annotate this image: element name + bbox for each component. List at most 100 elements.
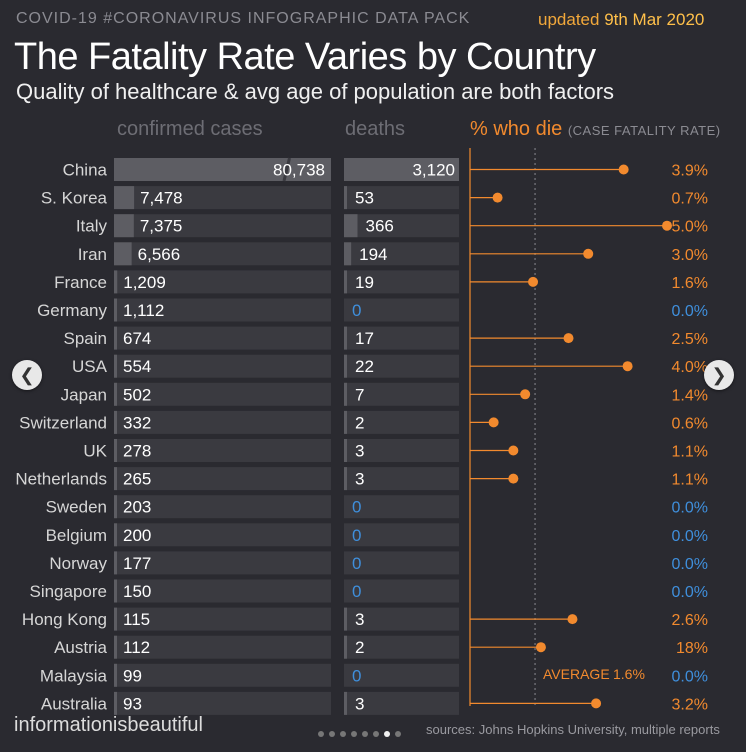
rate-value-spain: 2.5% (672, 331, 708, 348)
rate-value-china: 3.9% (672, 163, 708, 180)
rate-value-switzerland: 0.6% (672, 415, 708, 432)
cases-track (114, 607, 331, 631)
carousel-dot[interactable] (340, 731, 346, 737)
rate-dot-s-korea (492, 192, 503, 203)
rate-dot-italy (662, 220, 672, 231)
country-label-iran: Iran (78, 245, 107, 264)
country-label-france: France (54, 273, 107, 292)
rate-dot-austria (535, 642, 546, 653)
deaths-track (344, 186, 459, 210)
country-label-germany: Germany (37, 301, 107, 320)
next-slide-button[interactable]: ❯ (704, 360, 734, 390)
country-label-australia: Australia (41, 694, 108, 713)
deaths-bar-france (344, 270, 347, 294)
cases-track (114, 270, 331, 294)
deaths-value-spain: 17 (355, 329, 374, 348)
deaths-bar-hong-kong (344, 607, 347, 631)
deaths-value-switzerland: 2 (355, 413, 364, 432)
cases-value-norway: 177 (123, 554, 151, 573)
rate-value-iran: 3.0% (672, 247, 708, 264)
updated-prefix: updated (538, 10, 600, 29)
cases-bar-sweden (114, 495, 117, 519)
cases-track (114, 439, 331, 462)
brand-logo-text: informationisbeautiful (14, 714, 203, 736)
rate-dot-france (528, 276, 539, 287)
deaths-value-norway: 0 (352, 554, 361, 573)
deaths-track (344, 354, 459, 378)
deaths-track (344, 242, 459, 266)
rate-dot-usa (622, 361, 633, 372)
average-label: AVERAGE (543, 666, 610, 682)
pack-label: COVID-19 #CORONAVIRUS INFOGRAPHIC DATA P… (16, 10, 471, 27)
carousel-dot[interactable] (362, 731, 368, 737)
country-label-china: China (63, 161, 108, 180)
cases-value-sweden: 203 (123, 498, 151, 517)
cases-bar-netherlands (114, 467, 117, 491)
cases-value-uk: 278 (123, 442, 151, 461)
cases-bar-australia (114, 691, 117, 715)
rate-header-main: % who die (470, 118, 563, 140)
cases-track (114, 523, 331, 547)
rate-value-france: 1.6% (672, 275, 708, 292)
cases-track (114, 635, 331, 659)
rate-value-italy: 5.0% (672, 219, 708, 236)
country-label-spain: Spain (64, 329, 107, 348)
rate-value-norway: 0.0% (672, 556, 708, 573)
cases-value-singapore: 150 (123, 582, 151, 601)
rate-value-s-korea: 0.7% (672, 191, 708, 208)
carousel-dot[interactable] (373, 731, 379, 737)
chevron-right-icon: ❯ (711, 365, 727, 385)
previous-slide-button[interactable]: ❮ (12, 360, 42, 390)
cases-track (114, 579, 331, 603)
updated-label: updated 9th Mar 2020 (538, 10, 704, 30)
country-label-usa: USA (72, 357, 108, 376)
carousel-dot[interactable] (384, 731, 390, 737)
rate-dot-japan (520, 389, 531, 400)
cases-value-malaysia: 99 (123, 666, 142, 685)
deaths-value-austria: 2 (355, 638, 364, 657)
cases-value-australia: 93 (123, 694, 142, 713)
deaths-bar-switzerland (344, 410, 347, 434)
carousel-dot[interactable] (318, 731, 324, 737)
cases-track (114, 663, 331, 687)
cases-value-hong-kong: 115 (123, 610, 150, 629)
deaths-track (344, 410, 459, 434)
cases-value-austria: 112 (123, 638, 150, 657)
cases-track (114, 551, 331, 575)
deaths-value-japan: 7 (355, 385, 364, 404)
deaths-track (344, 439, 459, 462)
deaths-track (344, 214, 459, 238)
rate-dot-uk (508, 445, 519, 456)
rate-value-usa: 4.0% (672, 359, 708, 376)
cases-bar-norway (114, 551, 117, 575)
rate-value-austria: 18% (676, 640, 708, 657)
cases-track (114, 242, 331, 266)
carousel-dots (318, 724, 406, 742)
cases-value-france: 1,209 (123, 273, 166, 292)
rate-value-singapore: 0.0% (672, 584, 708, 601)
deaths-track (344, 382, 459, 406)
chevron-left-icon: ❮ (19, 365, 35, 385)
deaths-track (344, 579, 459, 603)
rate-header-note: (CASE FATALITY RATE) (567, 123, 721, 138)
carousel-dot[interactable] (395, 731, 401, 737)
carousel-dot[interactable] (351, 731, 357, 737)
country-label-belgium: Belgium (46, 526, 107, 545)
deaths-value-sweden: 0 (352, 498, 361, 517)
cases-track (114, 410, 331, 434)
country-label-norway: Norway (49, 554, 107, 573)
country-label-italy: Italy (76, 217, 108, 236)
page-subtitle: Quality of healthcare & avg age of popul… (16, 79, 615, 104)
deaths-bar-italy (344, 214, 358, 238)
carousel-dot[interactable] (329, 731, 335, 737)
cases-bar-iran (114, 242, 132, 266)
axis-break-mark (282, 157, 291, 182)
country-label-japan: Japan (61, 385, 107, 404)
deaths-bar-usa (344, 354, 347, 378)
country-label-singapore: Singapore (29, 582, 107, 601)
cases-value-italy: 7,375 (140, 217, 183, 236)
rate-value-uk: 1.1% (672, 444, 708, 461)
rate-value-japan: 1.4% (672, 387, 708, 404)
rate-value-australia: 3.2% (672, 696, 708, 713)
rate-value-germany: 0.0% (672, 303, 708, 320)
